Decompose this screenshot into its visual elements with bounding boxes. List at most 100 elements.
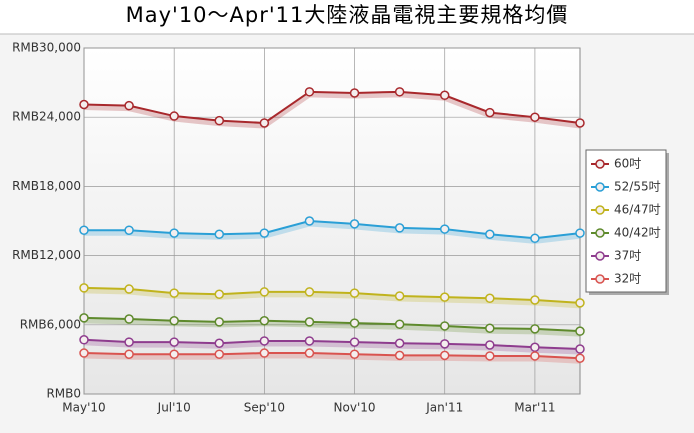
x-tick-label: Jul'10: [157, 401, 191, 415]
data-point: [304, 87, 315, 97]
data-point: [394, 223, 405, 233]
data-point: [304, 216, 315, 226]
data-point: [169, 228, 179, 238]
x-tick-label: Sep'10: [244, 401, 285, 415]
data-point: [214, 338, 225, 349]
legend-label: 40/42吋: [614, 226, 661, 240]
x-tick-label: May'10: [62, 401, 105, 415]
series-line: [83, 338, 581, 351]
legend-label: 60吋: [614, 157, 641, 171]
data-point: [259, 316, 270, 326]
series-line: [83, 352, 581, 360]
y-tick-label: RMB18,000: [12, 179, 81, 193]
data-point: [79, 348, 89, 358]
x-tick-label: Jan'11: [425, 401, 463, 415]
data-point: [530, 295, 540, 305]
data-point: [439, 350, 450, 361]
data-point: [485, 107, 495, 118]
data-point: [214, 317, 225, 327]
data-point: [304, 317, 315, 327]
data-point: [575, 298, 585, 308]
data-point: [259, 118, 270, 128]
data-point: [169, 111, 179, 121]
data-point: [530, 233, 540, 244]
x-tick-label: Mar'11: [514, 401, 555, 415]
data-point: [349, 337, 360, 347]
series-line: [84, 219, 581, 240]
data-point: [394, 87, 405, 97]
data-point: [349, 349, 360, 359]
data-point: [530, 351, 540, 361]
legend-marker: [595, 251, 605, 261]
data-point: [214, 289, 225, 299]
data-point: [124, 284, 134, 294]
data-point: [79, 225, 89, 235]
data-point: [439, 292, 450, 302]
legend-marker: [595, 205, 605, 215]
legend-marker: [595, 182, 605, 192]
data-point: [439, 339, 450, 349]
legend-label: 37吋: [614, 249, 641, 263]
data-point: [304, 348, 315, 358]
data-point: [124, 100, 134, 111]
data-point: [124, 349, 134, 359]
data-point: [439, 321, 450, 331]
data-point: [575, 326, 585, 336]
data-point: [394, 350, 405, 361]
data-point: [349, 88, 360, 98]
data-point: [575, 228, 585, 238]
data-point: [349, 318, 360, 328]
data-point: [304, 287, 315, 297]
data-point: [169, 349, 179, 359]
data-point: [124, 337, 134, 347]
data-point: [79, 313, 89, 323]
data-point: [259, 287, 270, 297]
data-point: [530, 342, 540, 353]
y-tick-label: RMB12,000: [12, 248, 81, 262]
data-point: [304, 336, 315, 346]
x-tick-label: Nov'10: [334, 401, 376, 415]
series-line: [83, 286, 581, 304]
data-point: [485, 323, 495, 334]
legend-box: [585, 149, 667, 293]
data-point: [485, 351, 495, 361]
legend-label: 52/55吋: [614, 180, 661, 194]
y-tick-label: RMB24,000: [12, 110, 81, 124]
data-point: [259, 348, 270, 358]
data-point: [214, 349, 225, 359]
series-shadow: [83, 92, 581, 129]
data-point: [349, 219, 360, 229]
series-line: [83, 90, 581, 124]
series-shadow: [83, 353, 581, 364]
legend-marker: [595, 274, 605, 284]
data-point: [530, 112, 540, 122]
data-point: [214, 229, 225, 240]
legend-marker: [595, 159, 605, 169]
data-point: [439, 90, 450, 101]
data-point: [259, 336, 270, 346]
series-shadow: [83, 318, 581, 337]
data-point: [530, 324, 540, 334]
y-tick-label: RMB30,000: [12, 41, 81, 55]
data-point: [575, 118, 585, 128]
data-point: [575, 353, 585, 363]
data-point: [485, 229, 495, 240]
data-point: [439, 224, 450, 234]
data-point: [214, 115, 225, 126]
legend-marker: [595, 228, 605, 238]
chart-title: May'10～Apr'11大陸液晶電視主要規格均價: [126, 3, 569, 27]
series-line: [83, 316, 581, 333]
title-band: [0, 0, 694, 34]
series-shadow: [84, 221, 581, 244]
y-tick-label: RMB0: [46, 387, 81, 401]
data-point: [394, 319, 405, 329]
data-point: [485, 340, 495, 350]
series-shadow: [83, 340, 581, 355]
data-point: [169, 337, 179, 347]
data-point: [124, 225, 134, 235]
data-point: [79, 99, 89, 110]
data-point: [394, 338, 405, 349]
y-tick-label: RMB6,000: [20, 317, 81, 331]
data-point: [485, 293, 495, 304]
